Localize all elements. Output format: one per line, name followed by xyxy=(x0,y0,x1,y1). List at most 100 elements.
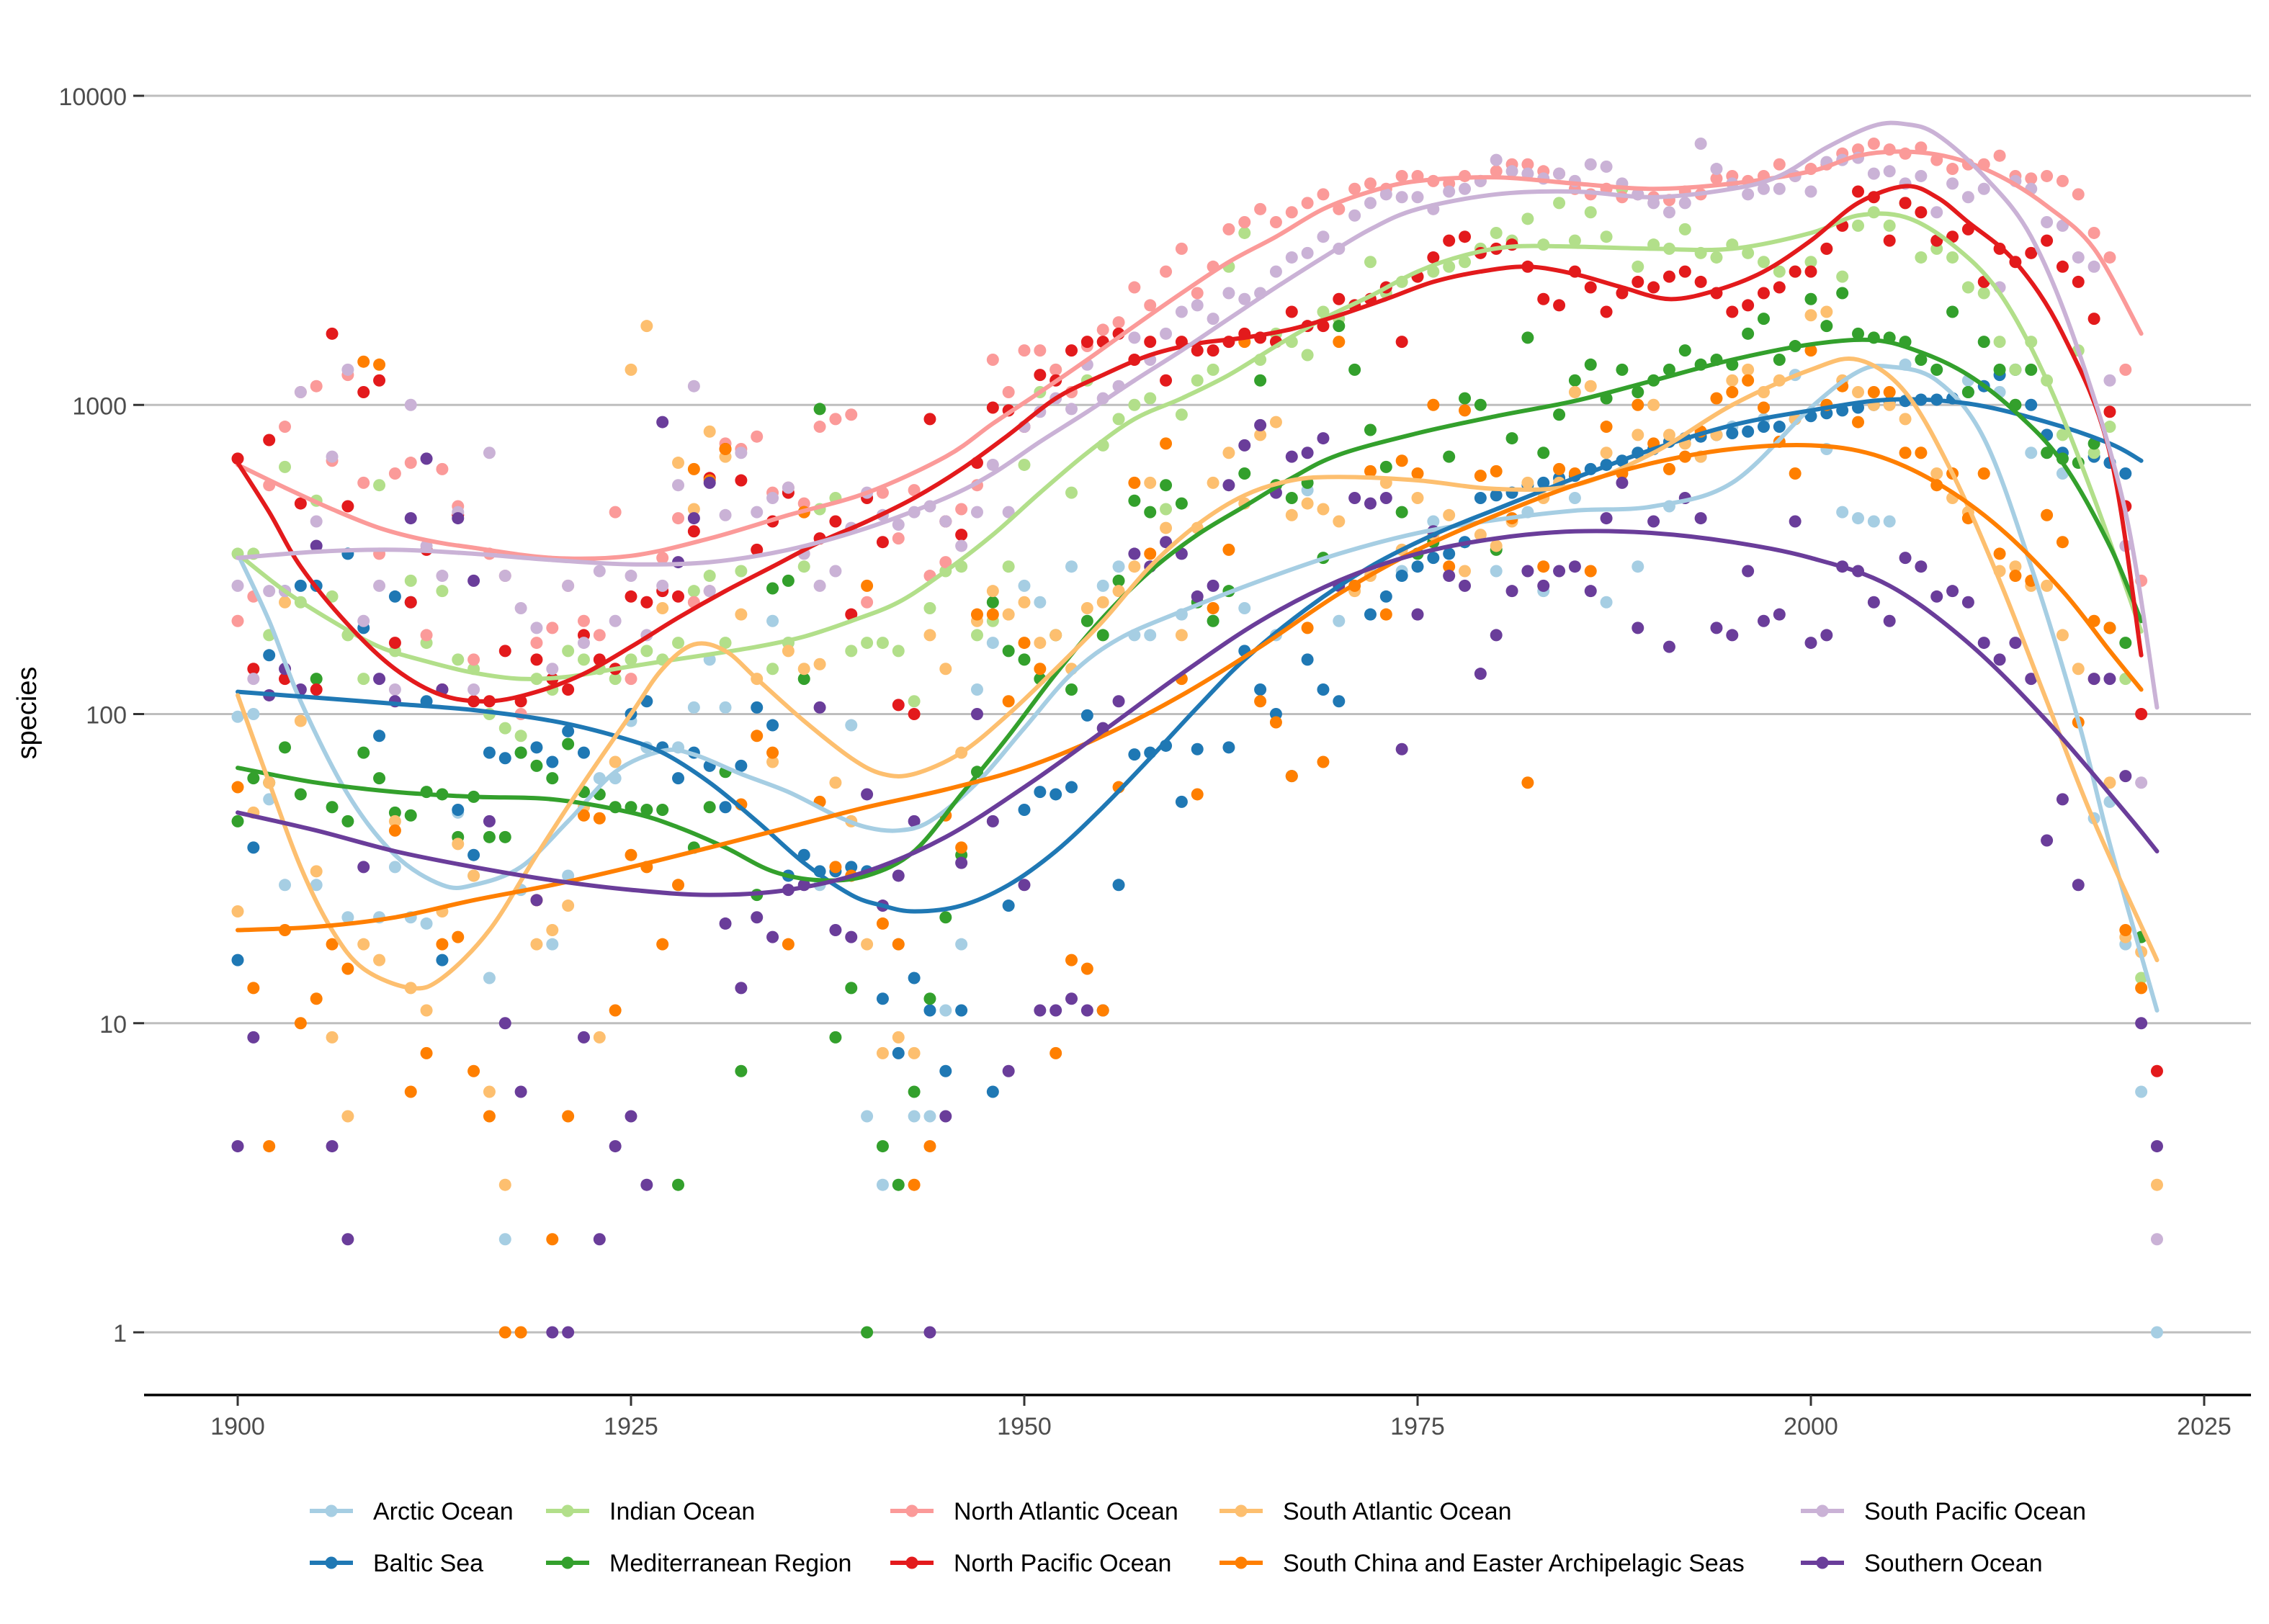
data-point xyxy=(1301,497,1314,510)
data-point xyxy=(1568,560,1581,573)
data-point xyxy=(1915,354,1928,367)
data-point xyxy=(1222,479,1235,492)
data-point xyxy=(1285,305,1298,318)
data-point xyxy=(1254,683,1267,696)
data-point xyxy=(955,1004,968,1017)
data-point xyxy=(1789,467,1802,480)
data-point xyxy=(1632,398,1644,411)
data-point xyxy=(1820,629,1833,642)
data-point xyxy=(703,585,716,598)
data-point xyxy=(2103,421,2116,434)
data-point xyxy=(1065,781,1078,794)
legend-item: South Atlantic Ocean xyxy=(1219,1498,1512,1525)
data-point xyxy=(719,801,732,814)
data-point xyxy=(1160,521,1173,534)
data-point xyxy=(1678,223,1691,235)
data-point xyxy=(1804,265,1817,278)
data-point xyxy=(310,673,323,686)
data-point xyxy=(1364,197,1377,210)
data-point xyxy=(1662,640,1675,653)
data-point xyxy=(1883,614,1896,627)
data-point xyxy=(1317,432,1330,445)
data-point xyxy=(1443,234,1456,247)
data-point xyxy=(530,741,543,754)
data-point xyxy=(373,479,386,492)
data-point xyxy=(735,759,748,772)
data-point xyxy=(1616,476,1629,489)
data-point xyxy=(593,565,606,578)
data-point xyxy=(1285,491,1298,504)
data-point xyxy=(247,772,260,785)
data-point xyxy=(310,683,323,696)
data-point xyxy=(388,861,401,874)
data-point xyxy=(1285,450,1298,463)
data-point xyxy=(876,1140,889,1153)
legend-key-point xyxy=(1816,1504,1829,1517)
data-point xyxy=(1348,182,1361,195)
data-point xyxy=(1946,177,1959,190)
data-point xyxy=(939,1110,952,1123)
data-point xyxy=(1080,962,1093,975)
data-point xyxy=(1112,413,1125,426)
data-point xyxy=(2087,673,2100,686)
data-point xyxy=(939,556,952,569)
data-point xyxy=(1537,579,1550,592)
data-point xyxy=(530,637,543,650)
data-point xyxy=(892,532,905,545)
data-point xyxy=(2087,260,2100,273)
data-point xyxy=(1002,645,1015,658)
data-point xyxy=(908,708,921,720)
data-point xyxy=(829,565,842,578)
data-point xyxy=(797,560,810,573)
data-point xyxy=(813,579,826,592)
data-point xyxy=(687,585,700,598)
data-point xyxy=(1757,401,1770,414)
data-point xyxy=(1600,230,1613,243)
data-point xyxy=(1364,497,1377,510)
data-point xyxy=(625,363,637,376)
data-point xyxy=(1018,803,1031,816)
data-point xyxy=(1773,608,1786,621)
data-point xyxy=(876,1046,889,1059)
data-point xyxy=(357,673,370,686)
data-point xyxy=(1207,602,1219,615)
data-point xyxy=(546,938,559,951)
data-point xyxy=(1395,454,1408,467)
data-point xyxy=(2135,1085,2148,1098)
legend-key-point xyxy=(561,1556,574,1569)
legend-item: Indian Ocean xyxy=(546,1498,755,1525)
data-point xyxy=(861,596,874,609)
data-point xyxy=(2072,879,2085,892)
data-point xyxy=(1144,547,1157,560)
data-point xyxy=(1301,349,1314,362)
data-point xyxy=(546,772,559,785)
data-point xyxy=(1742,188,1755,201)
data-point xyxy=(562,724,575,737)
data-point xyxy=(404,1085,417,1098)
data-point xyxy=(1883,385,1896,398)
data-point xyxy=(404,398,417,411)
data-point xyxy=(1490,165,1503,178)
data-point xyxy=(247,708,260,720)
data-point xyxy=(703,570,716,583)
data-point xyxy=(986,637,999,650)
data-point xyxy=(1128,281,1141,294)
data-point xyxy=(2041,508,2054,521)
data-point xyxy=(514,746,527,759)
data-point xyxy=(908,484,921,497)
data-point xyxy=(1050,363,1062,376)
data-point xyxy=(845,719,858,732)
data-point xyxy=(562,683,575,696)
data-point xyxy=(1490,489,1503,502)
data-point xyxy=(892,699,905,712)
data-point xyxy=(326,1031,339,1044)
data-point xyxy=(341,911,354,924)
data-point xyxy=(955,938,968,951)
data-point xyxy=(452,803,465,816)
data-point xyxy=(813,421,826,434)
data-point xyxy=(2056,793,2069,806)
data-point xyxy=(1269,416,1282,429)
series-smooth-line xyxy=(236,120,2160,710)
data-point xyxy=(939,1004,952,1017)
data-point xyxy=(1285,508,1298,521)
